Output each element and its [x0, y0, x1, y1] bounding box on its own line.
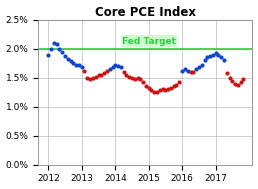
Title: Core PCE Index: Core PCE Index [95, 5, 196, 19]
Text: Fed Target: Fed Target [122, 37, 176, 46]
